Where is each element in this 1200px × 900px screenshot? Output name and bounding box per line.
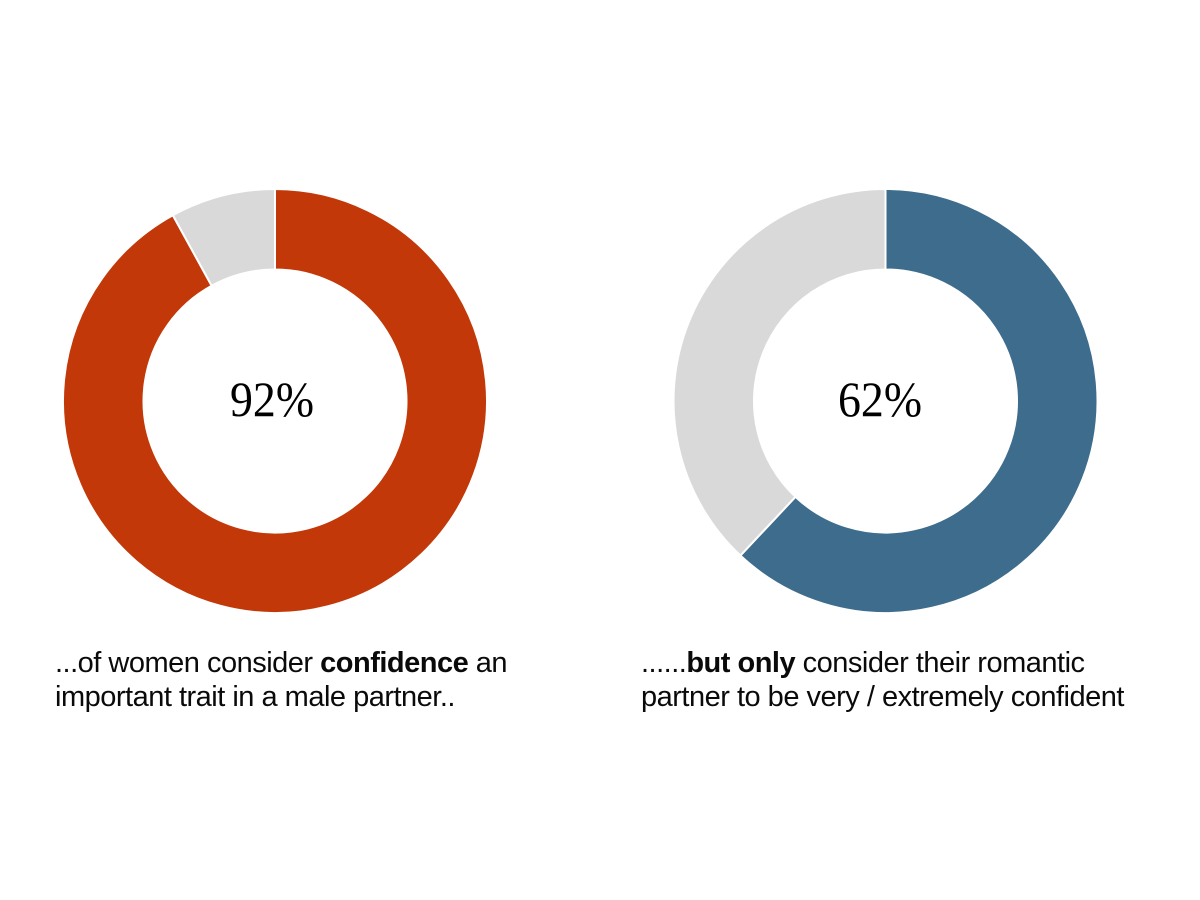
- svg-text:62%: 62%: [838, 371, 922, 427]
- svg-text:92%: 92%: [230, 371, 314, 427]
